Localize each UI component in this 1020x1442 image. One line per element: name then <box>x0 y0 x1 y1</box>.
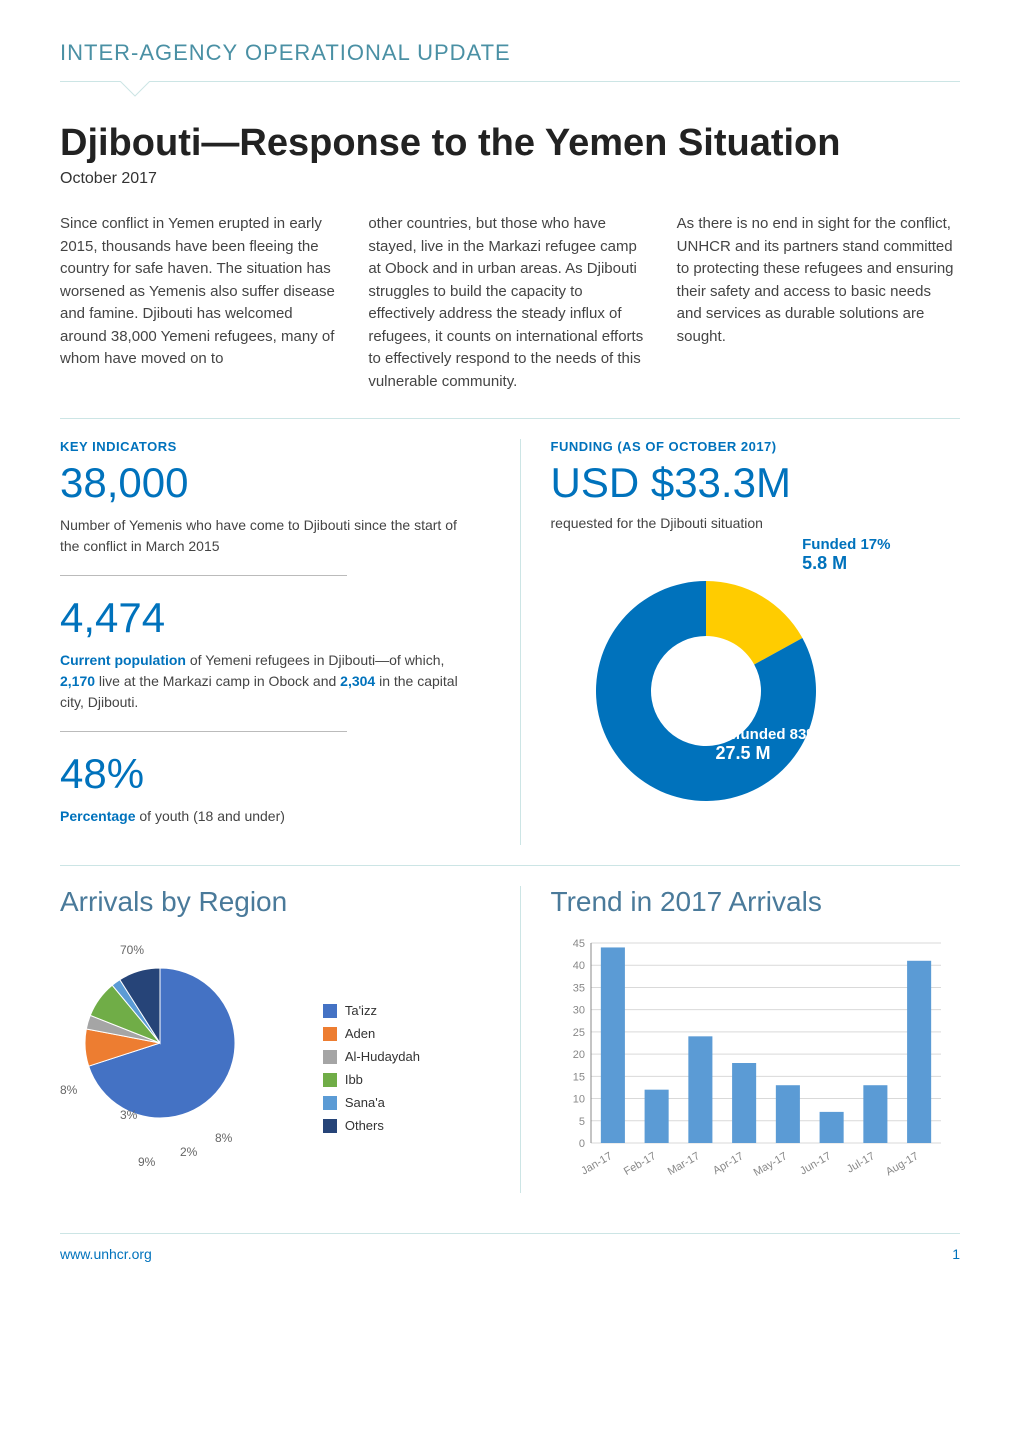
pie-svg <box>60 933 300 1173</box>
pie-callout: 9% <box>138 1155 155 1169</box>
trend-bar: 0 5 10 15 20 25 30 35 40 45 Jan-17 Feb-17 Mar-17 Apr-… <box>551 933 951 1193</box>
header-label: INTER-AGENCY OPERATIONAL UPDATE <box>60 40 960 66</box>
indicator-2-part2: live at the Markazi camp in Obock and <box>95 673 340 689</box>
key-indicators-heading: KEY INDICATORS <box>60 439 470 454</box>
unfunded-amount: 27.5 M <box>716 743 771 763</box>
legend-swatch <box>323 1004 337 1018</box>
bar-svg: 0 5 10 15 20 25 30 35 40 45 Jan-17 Feb-17 Mar-17 Apr-… <box>551 933 951 1193</box>
indicator-1-value: 38,000 <box>60 459 470 507</box>
indicator-2-num1: 2,170 <box>60 673 95 689</box>
footer: www.unhcr.org 1 <box>60 1233 960 1262</box>
legend-swatch <box>323 1073 337 1087</box>
intro-col-3: As there is no end in sight for the conf… <box>677 213 960 393</box>
page-subtitle: October 2017 <box>60 170 960 188</box>
indicator-rule-1 <box>60 575 347 576</box>
indicator-2-part1: of Yemeni refugees in Djibouti—of which, <box>186 652 444 668</box>
svg-text:30: 30 <box>572 1005 584 1017</box>
arrivals-title: Arrivals by Region <box>60 886 470 918</box>
legend-label: Sana'a <box>345 1095 385 1110</box>
intro-columns: Since conflict in Yemen erupted in early… <box>60 213 960 393</box>
pie-legend-item: Others <box>323 1118 420 1133</box>
pie-callout: 70% <box>120 943 144 957</box>
svg-text:Feb-17: Feb-17 <box>621 1150 657 1178</box>
svg-text:5: 5 <box>578 1116 584 1128</box>
svg-text:40: 40 <box>572 960 584 972</box>
donut-funded-label: Funded 17% 5.8 M <box>802 536 890 574</box>
svg-text:Aug-17: Aug-17 <box>883 1150 920 1178</box>
legend-swatch <box>323 1050 337 1064</box>
pie-legend-item: Sana'a <box>323 1095 420 1110</box>
funded-amount: 5.8 M <box>802 553 847 573</box>
pie-legend: Ta'izz Aden Al-Hudaydah Ibb Sana'a Others <box>323 1003 420 1141</box>
svg-text:Jul-17: Jul-17 <box>844 1150 876 1175</box>
funded-text: Funded 17% <box>802 536 890 553</box>
legend-label: Aden <box>345 1026 375 1041</box>
section-rule-1 <box>60 418 960 419</box>
footer-link[interactable]: www.unhcr.org <box>60 1246 152 1262</box>
funding-section: FUNDING (AS OF OCTOBER 2017) USD $33.3M … <box>520 439 961 845</box>
svg-text:45: 45 <box>572 938 584 950</box>
svg-text:Jan-17: Jan-17 <box>579 1150 614 1177</box>
indicator-1-desc: Number of Yemenis who have come to Djibo… <box>60 515 470 557</box>
svg-text:35: 35 <box>572 982 584 994</box>
legend-swatch <box>323 1027 337 1041</box>
indicator-3-desc: Percentage of youth (18 and under) <box>60 806 470 827</box>
indicator-3-text: of youth (18 and under) <box>135 808 284 824</box>
intro-col-2: other countries, but those who have stay… <box>368 213 651 393</box>
funding-amount: USD $33.3M <box>551 459 961 507</box>
unfunded-text: Unfunded 83% <box>716 726 820 743</box>
pie-legend-item: Ibb <box>323 1072 420 1087</box>
charts-row: Arrivals by Region Ta'izz Aden Al-Hudaydah… <box>60 886 960 1193</box>
svg-text:Mar-17: Mar-17 <box>665 1150 701 1178</box>
svg-text:25: 25 <box>572 1027 584 1039</box>
legend-label: Al-Hudaydah <box>345 1049 420 1064</box>
indicator-2-desc: Current population of Yemeni refugees in… <box>60 650 470 713</box>
svg-text:10: 10 <box>572 1094 584 1106</box>
funding-donut: Funded 17% 5.8 M Unfunded 83% 27.5 M <box>551 536 891 816</box>
indicator-rule-2 <box>60 731 347 732</box>
arrivals-pie: Ta'izz Aden Al-Hudaydah Ibb Sana'a Others 70%… <box>60 933 440 1173</box>
header-notch <box>60 82 960 102</box>
legend-label: Ta'izz <box>345 1003 377 1018</box>
pie-callout: 2% <box>180 1145 197 1159</box>
legend-swatch <box>323 1096 337 1110</box>
svg-text:15: 15 <box>572 1071 584 1083</box>
footer-page: 1 <box>952 1246 960 1262</box>
funding-heading: FUNDING (AS OF OCTOBER 2017) <box>551 439 961 454</box>
section-rule-2 <box>60 865 960 866</box>
funding-desc: requested for the Djibouti situation <box>551 515 961 531</box>
legend-label: Others <box>345 1118 384 1133</box>
pie-callout: 8% <box>215 1131 232 1145</box>
intro-col-1: Since conflict in Yemen erupted in early… <box>60 213 343 393</box>
pie-callout: 8% <box>60 1083 77 1097</box>
pie-legend-item: Aden <box>323 1026 420 1041</box>
indicator-3-label: Percentage <box>60 808 135 824</box>
trend-title: Trend in 2017 Arrivals <box>551 886 961 918</box>
svg-text:0: 0 <box>578 1138 584 1150</box>
key-indicators: KEY INDICATORS 38,000 Number of Yemenis … <box>60 439 490 845</box>
indicator-2-value: 4,474 <box>60 594 470 642</box>
legend-label: Ibb <box>345 1072 363 1087</box>
pie-legend-item: Ta'izz <box>323 1003 420 1018</box>
trend-chart-section: Trend in 2017 Arrivals 0 5 10 15 20 25 30 35 40 4… <box>520 886 961 1193</box>
arrivals-chart-section: Arrivals by Region Ta'izz Aden Al-Hudaydah… <box>60 886 490 1193</box>
svg-text:20: 20 <box>572 1049 584 1061</box>
donut-unfunded-label: Unfunded 83% 27.5 M <box>716 726 820 764</box>
pie-legend-item: Al-Hudaydah <box>323 1049 420 1064</box>
indicator-2-num2: 2,304 <box>340 673 375 689</box>
svg-text:Jun-17: Jun-17 <box>797 1150 832 1177</box>
svg-text:May-17: May-17 <box>751 1150 789 1179</box>
pie-callout: 3% <box>120 1108 137 1122</box>
svg-text:Apr-17: Apr-17 <box>711 1150 746 1177</box>
indicator-2-label: Current population <box>60 652 186 668</box>
donut-svg <box>551 536 891 816</box>
legend-swatch <box>323 1119 337 1133</box>
mid-row: KEY INDICATORS 38,000 Number of Yemenis … <box>60 439 960 845</box>
page-title: Djibouti—Response to the Yemen Situation <box>60 122 960 165</box>
indicator-3-value: 48% <box>60 750 470 798</box>
